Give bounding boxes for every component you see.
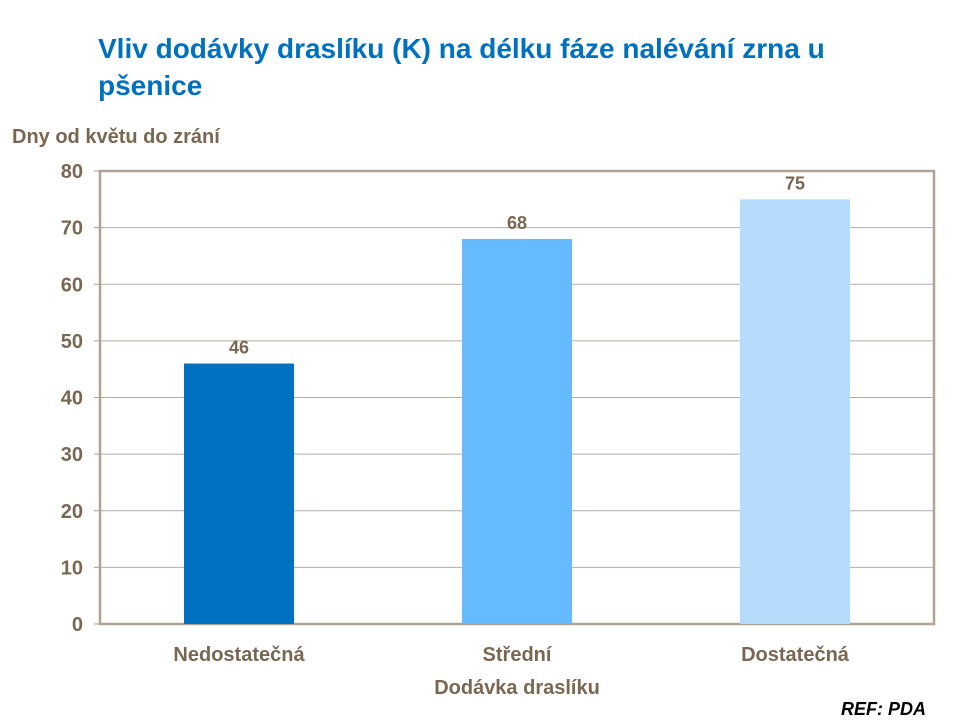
data-label: 75 <box>785 173 805 193</box>
x-axis-label: Dodávka draslíku <box>434 677 600 699</box>
reference-note: REF: PDA <box>841 699 926 719</box>
y-axis-label: Dny od květu do zrání <box>12 126 220 148</box>
y-tick-label: 0 <box>72 614 83 636</box>
y-tick-label: 40 <box>61 388 83 410</box>
y-tick-label: 30 <box>61 444 83 466</box>
x-tick-label: Střední <box>483 644 553 666</box>
y-tick-label: 10 <box>61 557 83 579</box>
bar <box>184 363 294 624</box>
y-tick-label: 60 <box>61 274 83 296</box>
y-tick-label: 50 <box>61 331 83 353</box>
data-label: 46 <box>229 338 249 358</box>
y-tick-label: 20 <box>61 501 83 523</box>
x-tick-label: Dostatečná <box>741 644 850 666</box>
y-tick-label: 70 <box>61 218 83 240</box>
bar <box>462 238 572 624</box>
data-label: 68 <box>507 213 527 233</box>
chart-title: Vliv dodávky draslíku (K) na délku fáze … <box>98 33 825 101</box>
x-tick-label: Nedostatečná <box>173 644 305 666</box>
bar <box>740 199 850 624</box>
y-tick-label: 80 <box>61 161 83 183</box>
